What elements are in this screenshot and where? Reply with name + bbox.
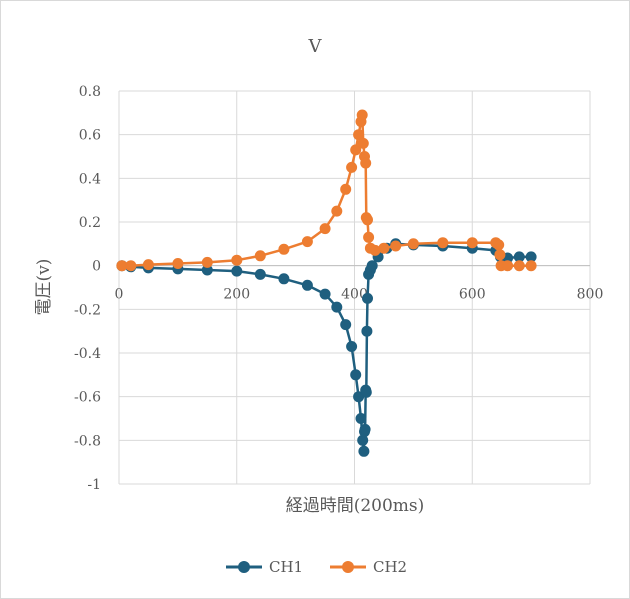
data-point [502,260,514,272]
legend-marker [342,561,354,573]
data-point [319,288,331,300]
data-point [357,137,369,149]
legend-item-ch2: CH2 [330,558,407,576]
y-tick-label: 0.6 [79,128,101,144]
data-point [350,144,362,156]
data-point [142,259,154,271]
series-ch1 [116,238,537,457]
y-tick-label: -1 [87,477,101,493]
data-point [360,386,372,398]
x-tick-label: 0 [115,287,124,303]
data-point [493,239,505,251]
data-point [301,279,313,291]
data-point [340,319,352,331]
data-point [407,238,419,250]
legend: CH1 CH2 [226,558,407,576]
data-point [254,250,266,262]
data-point [331,301,343,313]
data-point [437,237,449,249]
series-line [121,242,532,453]
y-tick-label: 0.8 [79,84,101,100]
data-point [366,260,378,272]
data-point [378,242,390,254]
y-tick-label: -0.4 [74,346,101,362]
data-point [278,273,290,285]
x-tick-label: 400 [341,287,368,303]
chart-title: V [308,36,323,57]
x-tick-label: 600 [459,287,486,303]
data-point [362,214,373,226]
y-tick-label: -0.2 [74,302,101,318]
legend-item-ch1: CH1 [226,558,303,576]
data-point [525,260,537,272]
data-point [362,292,373,304]
legend-label: CH2 [373,558,407,576]
data-point [363,231,375,243]
data-point [125,260,137,272]
data-point [359,423,371,435]
data-point [254,268,266,280]
legend-marker [238,561,250,573]
x-tick-label: 200 [223,287,250,303]
data-point [340,183,352,195]
data-point [350,369,362,381]
data-point [201,256,213,268]
data-point [278,243,290,255]
data-point [346,341,358,352]
data-point [358,445,370,457]
data-point [319,223,331,235]
y-tick-label: 0.4 [79,171,101,187]
data-point [301,236,313,248]
data-point [346,161,358,173]
data-point [361,325,373,337]
data-point [360,157,372,169]
x-tick-labels: 0 200 400 600 800 [115,287,604,303]
data-point [355,413,367,424]
data-point [231,265,243,277]
y-tick-label: 0.2 [79,215,101,231]
series-ch2 [116,109,537,272]
data-point [172,258,184,269]
x-tick-label: 800 [577,287,604,303]
data-point [466,237,478,249]
data-point [494,249,506,261]
y-tick-label: -0.8 [74,433,101,449]
y-tick-label: -0.6 [74,390,101,406]
y-tick-labels: -1 -0.8 -0.6 -0.4 -0.2 0 0.2 0.4 0.6 0.8 [74,84,101,493]
legend-label: CH1 [269,558,303,576]
data-point [353,129,365,141]
data-point [390,240,402,252]
data-point [331,205,343,217]
series-group [116,109,537,457]
data-point [513,260,525,272]
y-tick-label: 0 [92,259,101,275]
data-point [356,109,368,121]
data-point [231,254,243,266]
y-axis-title: 電圧(v) [34,259,54,316]
x-axis-title: 経過時間(200ms) [286,496,425,516]
